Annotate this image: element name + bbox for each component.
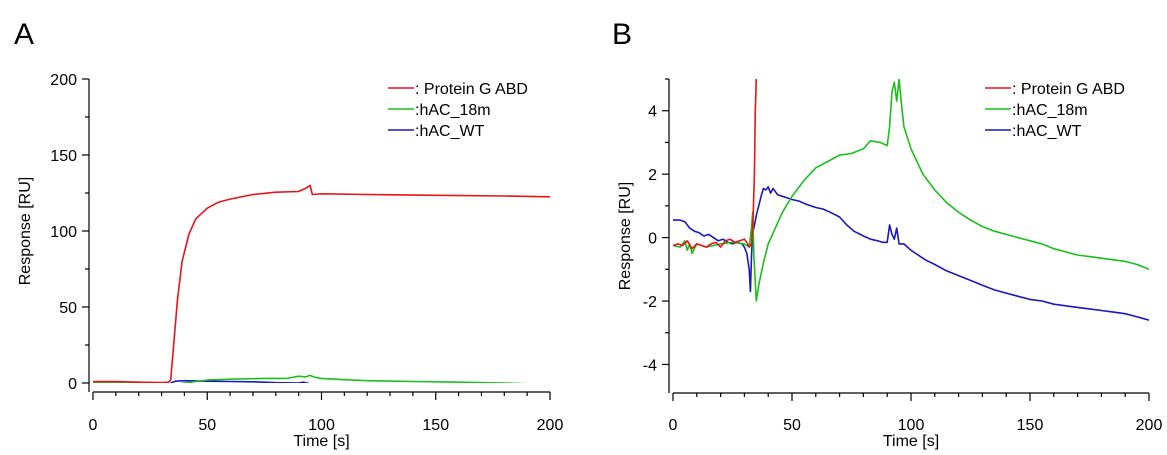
panel-label: A xyxy=(14,18,34,51)
legend-label: :hAC_18m xyxy=(415,102,491,119)
y-axis-label: Response [RU] xyxy=(17,177,34,286)
x-tick-label: 200 xyxy=(537,417,564,434)
x-tick-label: 0 xyxy=(89,417,98,434)
legend-label: : Protein G ABD xyxy=(415,81,528,98)
x-tick-label: 100 xyxy=(898,417,925,434)
series-line-hac-18m xyxy=(92,374,529,383)
chart-panel-B: B -4 -2 0 2 4 Response [RU] 0 50 100 150 200 Time [s… xyxy=(612,18,1162,450)
y-tick-label: 50 xyxy=(59,300,77,317)
series-line-hac-wt xyxy=(673,186,1150,321)
y-tick-label: -4 xyxy=(643,357,657,374)
y-tick-label: 0 xyxy=(648,231,657,248)
panel-label: B xyxy=(612,18,632,51)
series-line-hac-wt xyxy=(92,379,311,383)
series-line-protein-g-abd xyxy=(672,79,758,250)
x-axis-label: Time [s] xyxy=(883,433,939,450)
series-line-protein-g-abd xyxy=(93,184,551,383)
legend-label: :hAC_WT xyxy=(1012,123,1082,140)
x-tick-label: 150 xyxy=(422,417,449,434)
y-axis-label: Response [RU] xyxy=(617,182,634,291)
chart-panel-A: A 0 50 100 150 200 Response [RU] 0 50 100 150 200 Ti… xyxy=(14,18,563,450)
y-tick-label: 0 xyxy=(68,376,77,393)
x-tick-label: 100 xyxy=(308,417,335,434)
legend-label: :hAC_WT xyxy=(415,123,485,140)
x-tick-label: 150 xyxy=(1017,417,1044,434)
legend-label: :hAC_18m xyxy=(1012,102,1088,119)
y-tick-label: 150 xyxy=(50,148,77,165)
legend-label: : Protein G ABD xyxy=(1012,81,1125,98)
y-tick-label: -2 xyxy=(643,294,657,311)
x-tick-label: 200 xyxy=(1136,417,1163,434)
y-tick-label: 100 xyxy=(50,224,77,241)
y-tick-label: 200 xyxy=(50,72,77,89)
x-axis-label: Time [s] xyxy=(293,433,349,450)
series-line-hac-18m xyxy=(672,79,1150,302)
y-tick-label: 4 xyxy=(648,104,657,121)
x-tick-label: 50 xyxy=(198,417,216,434)
x-tick-label: 0 xyxy=(669,417,678,434)
y-tick-label: 2 xyxy=(648,167,657,184)
x-tick-label: 50 xyxy=(783,417,801,434)
